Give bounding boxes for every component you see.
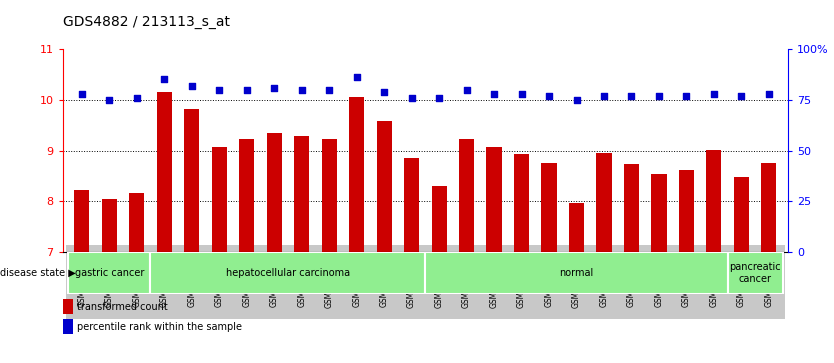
Point [158, 77, 171, 82]
Bar [322, 139, 337, 363]
Bar [74, 190, 89, 363]
Point [735, 93, 748, 99]
Bar [727, 252, 782, 294]
Point [487, 91, 500, 97]
Point [405, 95, 419, 101]
Bar [679, 170, 694, 363]
Text: disease state ▶: disease state ▶ [0, 268, 76, 278]
Point [707, 91, 721, 97]
Bar [514, 154, 529, 363]
Bar [239, 139, 254, 363]
Bar [294, 136, 309, 363]
Point [295, 87, 309, 93]
Point [103, 97, 116, 103]
Point [432, 95, 445, 101]
Bar [102, 199, 117, 363]
Bar [596, 153, 611, 363]
Bar [431, 186, 447, 363]
Point [240, 87, 254, 93]
Point [323, 87, 336, 93]
Bar [212, 147, 227, 363]
Point [542, 93, 555, 99]
Bar [761, 163, 776, 363]
Point [652, 93, 666, 99]
Text: normal: normal [560, 268, 594, 278]
Bar [569, 203, 584, 363]
Point [350, 74, 364, 80]
Bar [68, 252, 150, 294]
Bar [541, 163, 556, 363]
Point [762, 91, 776, 97]
Bar [706, 150, 721, 363]
Bar [377, 121, 392, 363]
Point [570, 97, 583, 103]
Bar [349, 97, 364, 363]
Point [460, 87, 473, 93]
Point [597, 93, 610, 99]
Bar [624, 164, 639, 363]
Point [185, 83, 198, 89]
Bar [267, 133, 282, 363]
Text: GDS4882 / 213113_s_at: GDS4882 / 213113_s_at [63, 15, 229, 29]
Point [378, 89, 391, 95]
Bar [734, 177, 749, 363]
Bar [157, 92, 172, 363]
Point [75, 91, 88, 97]
Bar [425, 252, 727, 294]
Text: hepatocellular carcinoma: hepatocellular carcinoma [226, 268, 350, 278]
Text: transformed count: transformed count [77, 302, 168, 312]
Bar [184, 109, 199, 363]
Point [130, 95, 143, 101]
Text: pancreatic
cancer: pancreatic cancer [730, 262, 781, 284]
Bar [486, 147, 501, 363]
Bar [129, 193, 144, 363]
Text: gastric cancer: gastric cancer [74, 268, 144, 278]
Bar [459, 139, 474, 363]
Point [680, 93, 693, 99]
Text: percentile rank within the sample: percentile rank within the sample [77, 322, 242, 332]
Point [515, 91, 528, 97]
Bar [150, 252, 425, 294]
Point [268, 85, 281, 90]
Bar [404, 158, 420, 363]
Point [213, 87, 226, 93]
Bar [651, 174, 666, 363]
Point [625, 93, 638, 99]
